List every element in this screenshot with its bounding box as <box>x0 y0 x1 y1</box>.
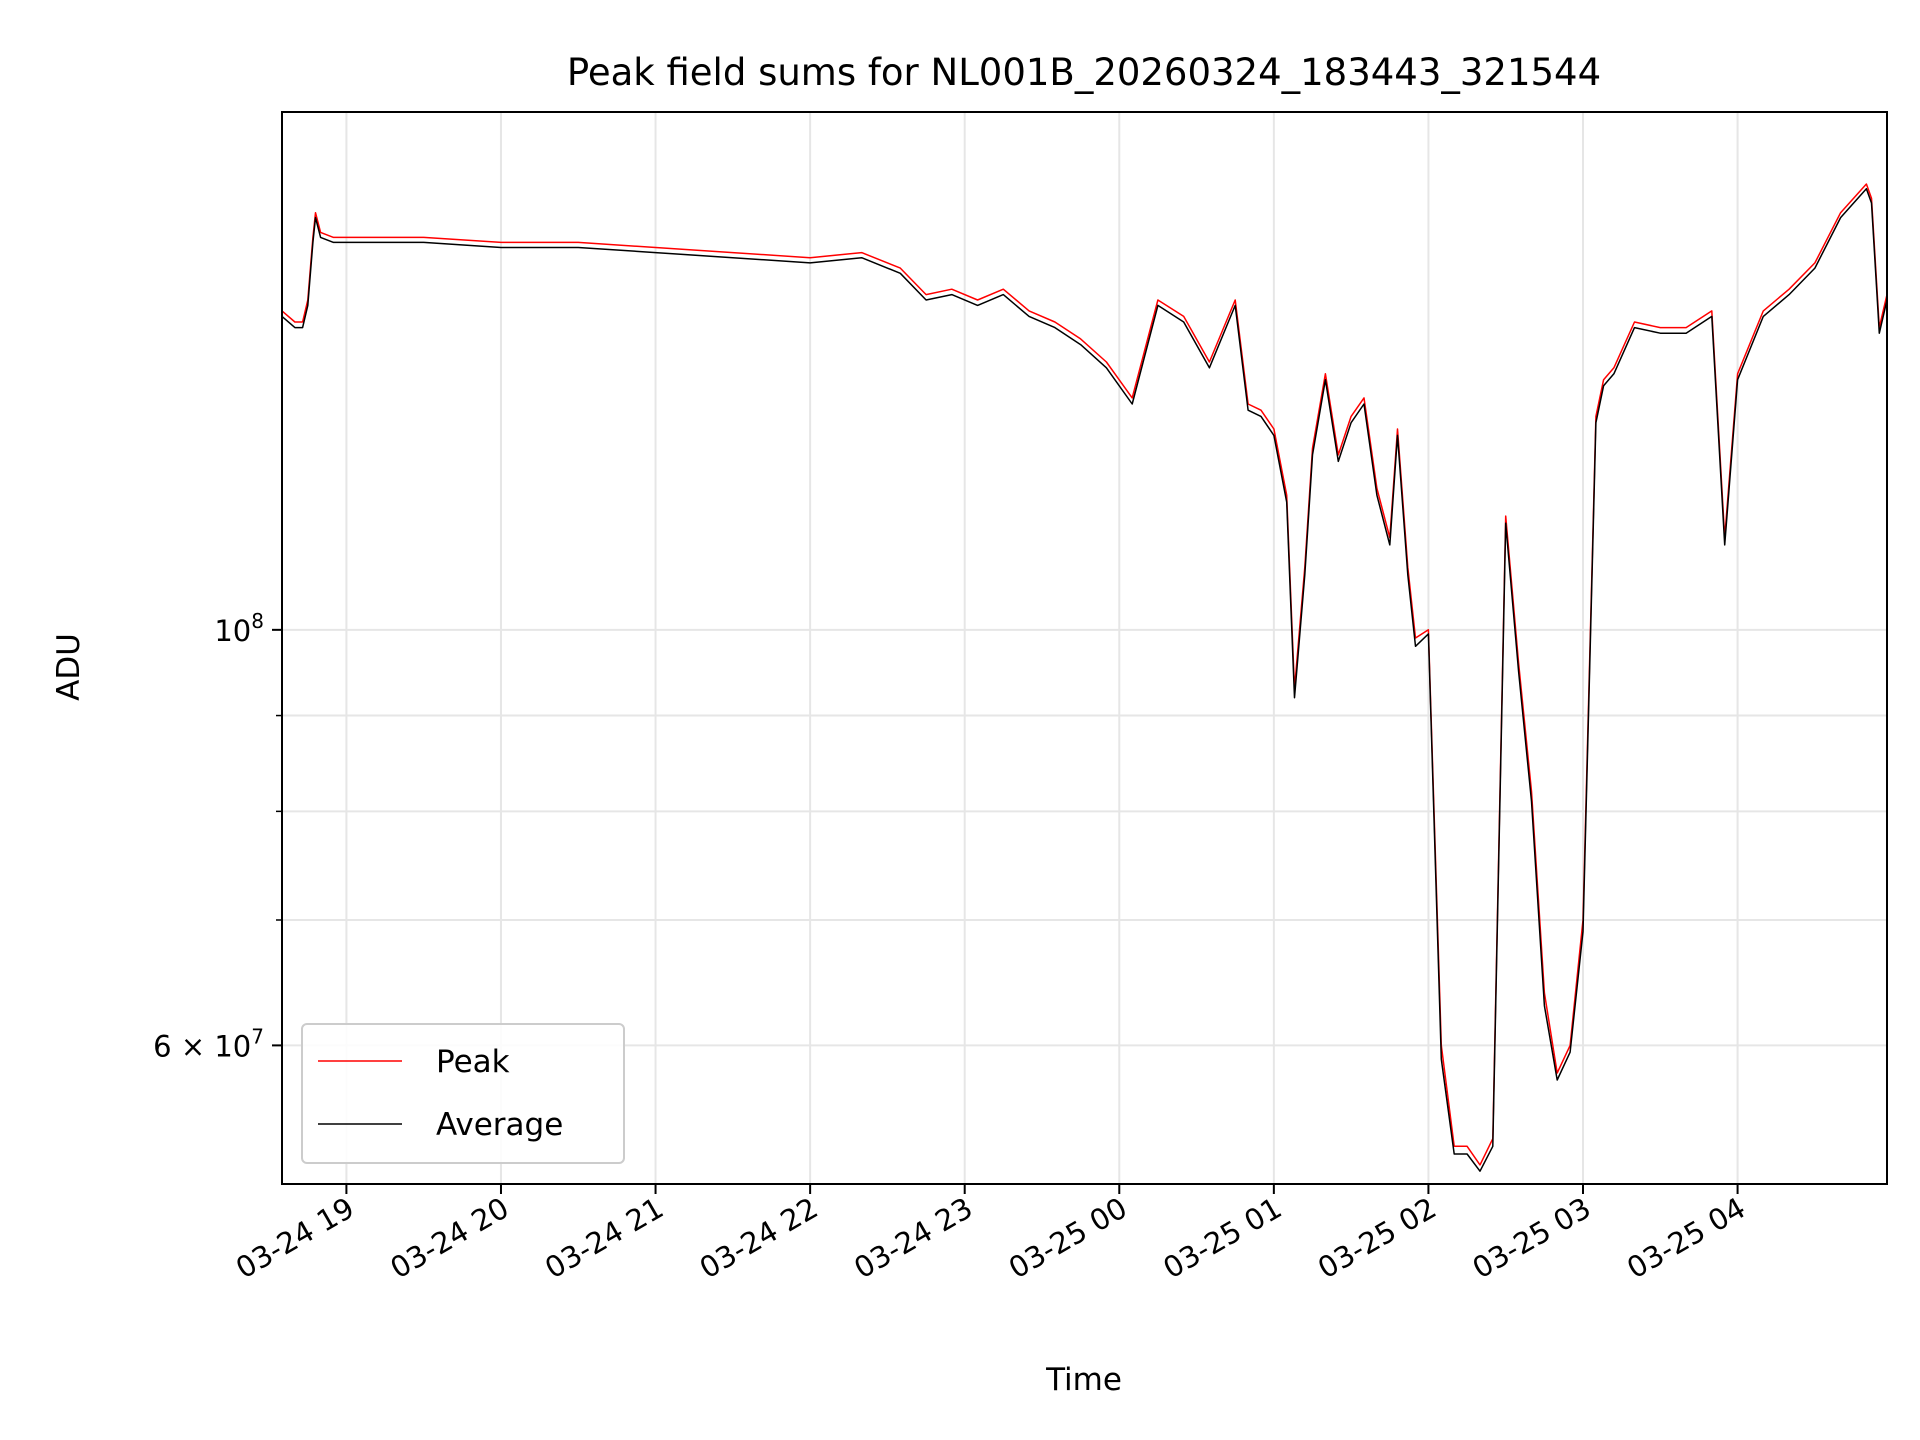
series-line-peak <box>281 183 1888 1166</box>
y-tick-label: 6 × 107 <box>153 1024 264 1063</box>
grid <box>282 112 1887 1184</box>
legend: Peak Average <box>301 1023 625 1164</box>
series-line-average <box>281 187 1888 1172</box>
series-lines <box>281 183 1888 1172</box>
x-axis-label: Time <box>1045 1362 1122 1398</box>
legend-label-average: Average <box>436 1107 563 1143</box>
y-axis-label: ADU <box>51 633 87 701</box>
y-axis-ticks: 108 6 × 107 <box>153 609 282 1063</box>
chart-title: Peak field sums for NL001B_20260324_1834… <box>567 51 1601 94</box>
y-tick-label-base: 10 <box>214 614 251 648</box>
y-tick-label-base: 6 × 10 <box>153 1029 251 1063</box>
y-tick-label-exponent: 7 <box>251 1024 264 1048</box>
y-tick-label: 108 <box>214 609 264 648</box>
legend-label-peak: Peak <box>436 1044 510 1080</box>
plot-frame <box>281 111 1888 1185</box>
legend-box <box>301 1023 625 1164</box>
y-tick-label-exponent: 8 <box>251 609 264 633</box>
